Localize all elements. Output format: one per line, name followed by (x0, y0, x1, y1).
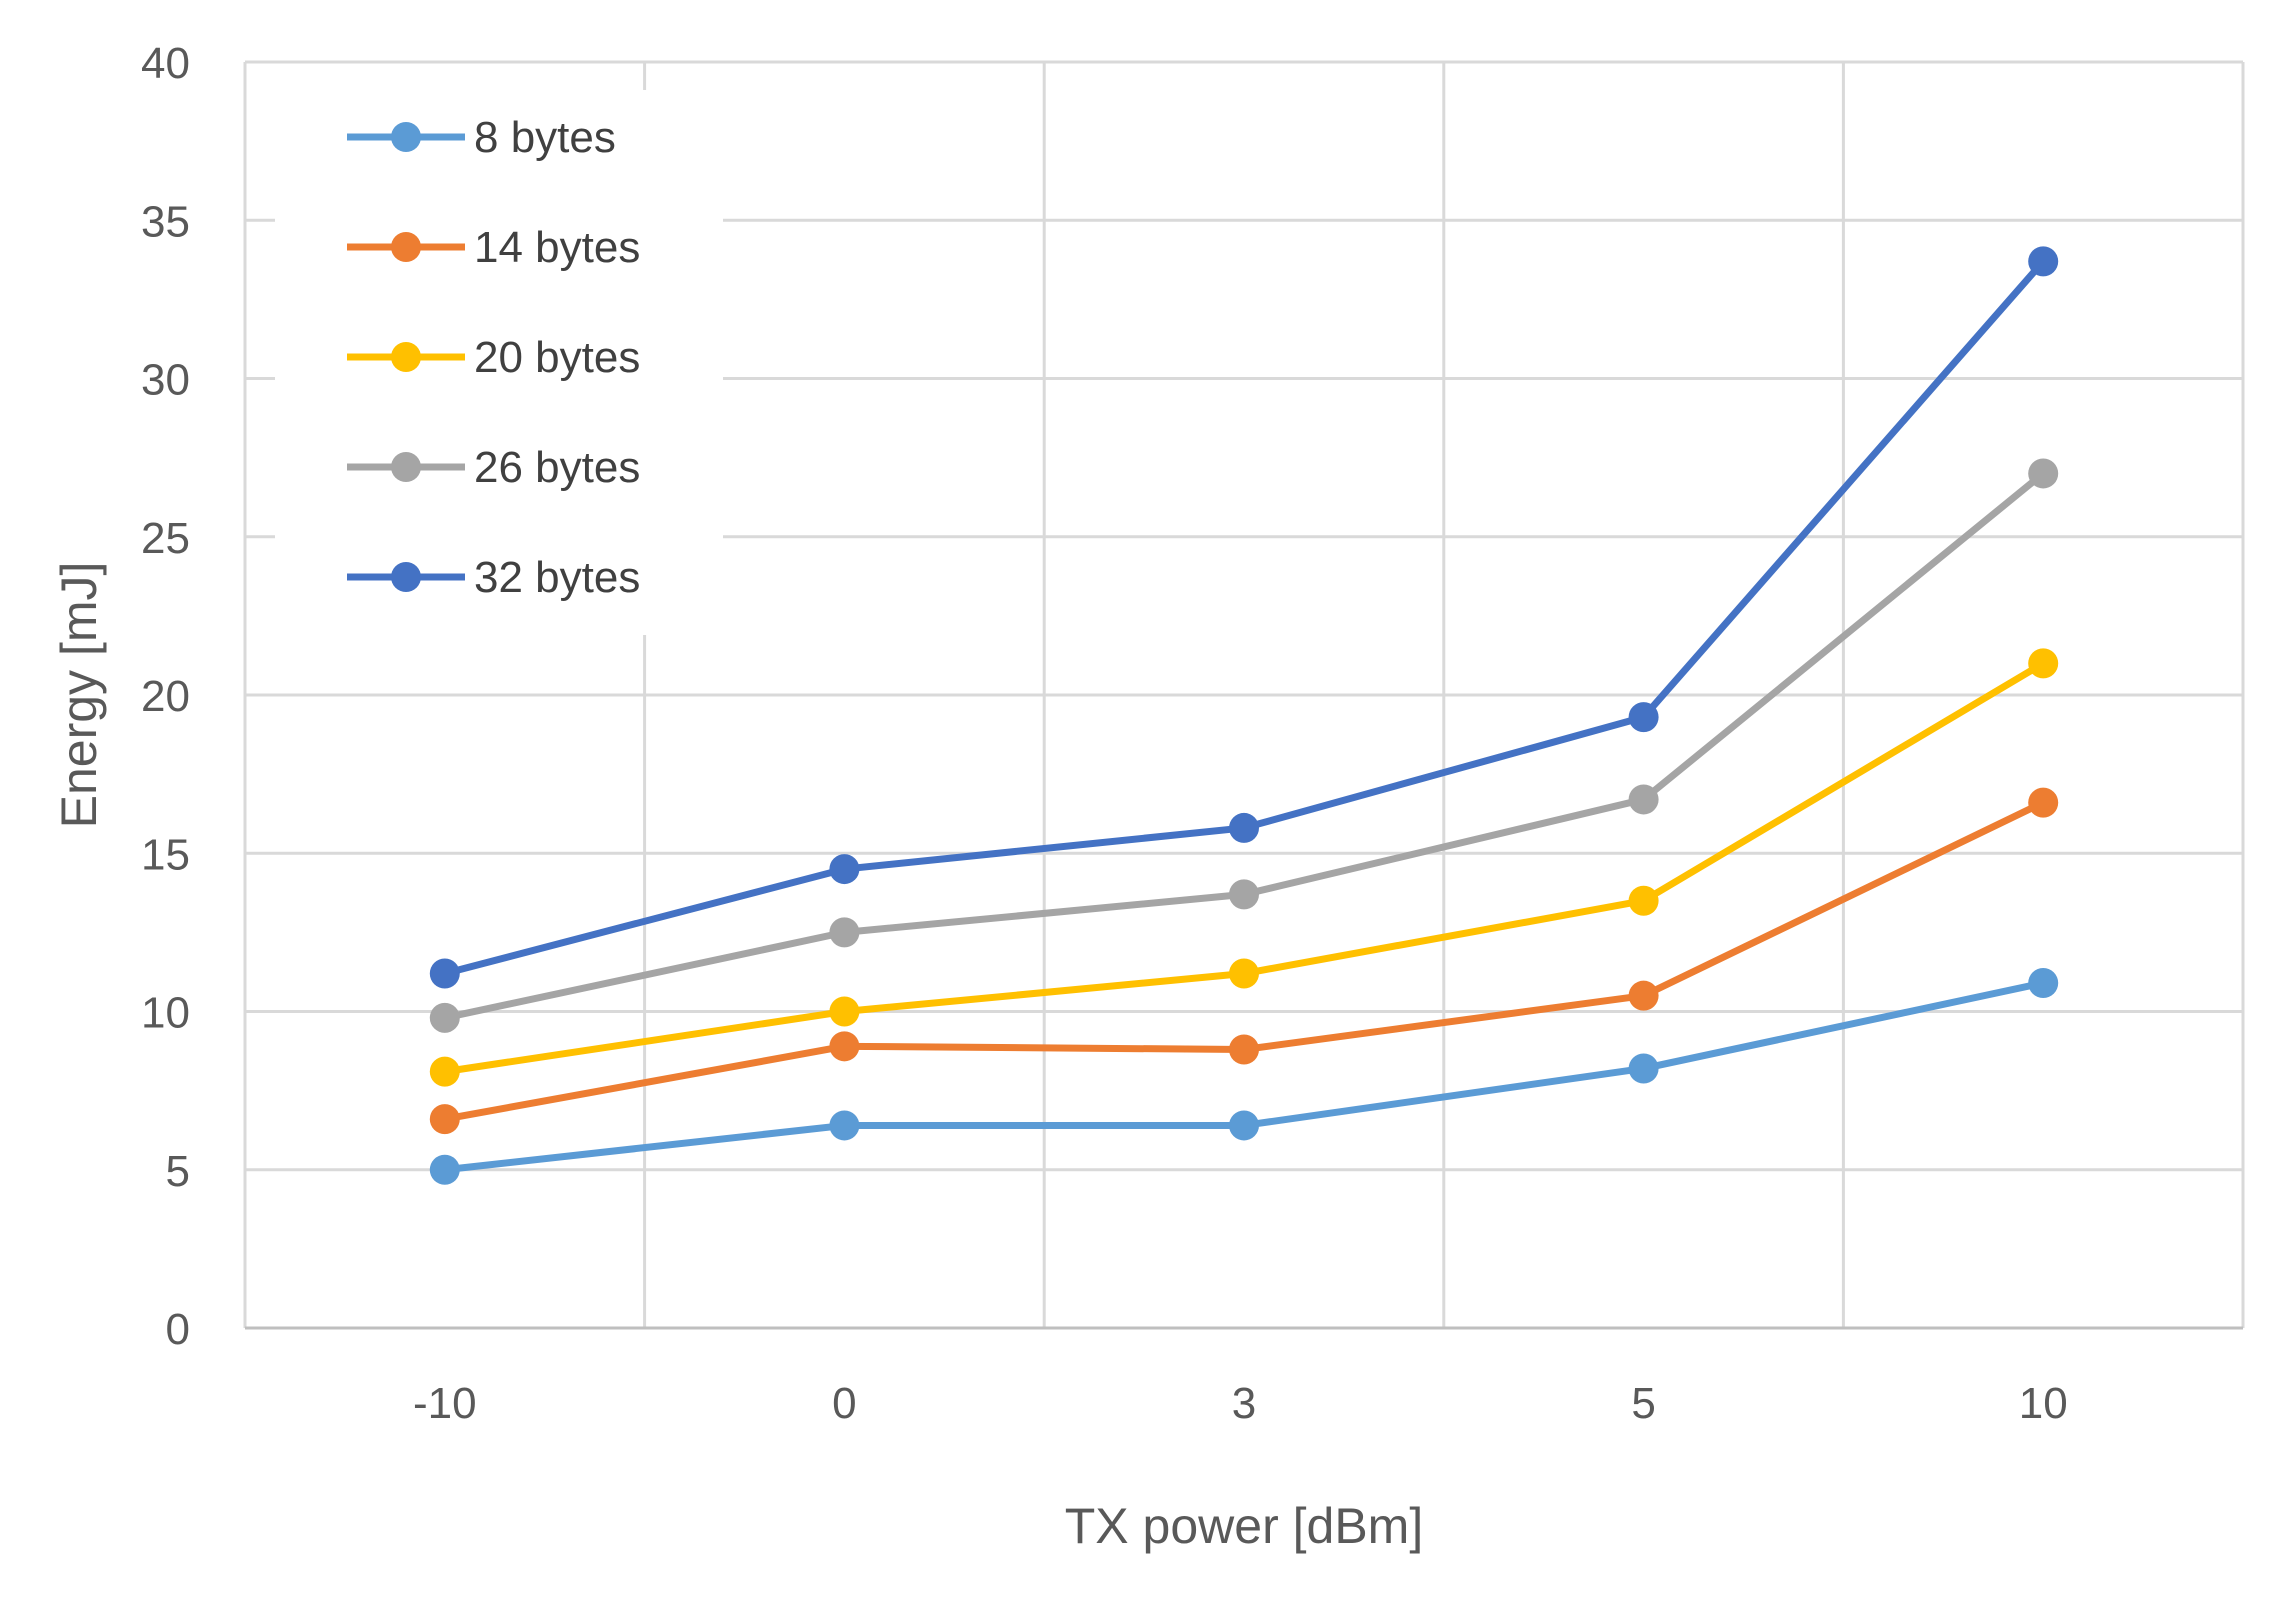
x-tick-label: 5 (1631, 1379, 1655, 1428)
legend-item: 26 bytes (347, 443, 640, 492)
y-tick-label: 30 (141, 356, 190, 405)
series-layer (429, 246, 2059, 1185)
data-point (829, 854, 860, 885)
legend-marker (391, 122, 421, 152)
data-point (829, 1031, 860, 1062)
y-tick-label: 15 (141, 830, 190, 879)
legend-label: 20 bytes (474, 333, 640, 382)
data-point (829, 917, 860, 948)
series-20-bytes (429, 648, 2059, 1087)
data-point (429, 1002, 460, 1033)
data-point (1229, 958, 1259, 989)
y-tick-label: 25 (141, 514, 190, 563)
data-point (1628, 885, 1659, 916)
data-point (2028, 968, 2059, 999)
data-point (829, 996, 860, 1027)
y-tick-label: 40 (141, 39, 190, 88)
x-tick-label: 10 (2019, 1379, 2068, 1428)
data-point (829, 1110, 860, 1141)
series-8-bytes (429, 968, 2059, 1185)
data-point (429, 958, 460, 989)
legend-box (275, 90, 723, 635)
data-point (429, 1154, 460, 1185)
legend-marker (391, 342, 421, 372)
data-point (1229, 812, 1259, 843)
legend-background (275, 90, 723, 635)
y-tick-label: 10 (141, 989, 190, 1038)
y-tick-label: 20 (141, 672, 190, 721)
data-point (1229, 1034, 1259, 1065)
data-point (1229, 879, 1259, 910)
legend-item: 14 bytes (347, 223, 640, 272)
y-tick-label: 35 (141, 197, 190, 246)
legend: 8 bytes 14 bytes 20 bytes 26 bytes 32 bytes (347, 113, 640, 602)
data-point (1229, 1110, 1259, 1141)
data-point (1628, 702, 1659, 733)
x-tick-label: -10 (413, 1379, 477, 1428)
legend-marker (391, 232, 421, 262)
data-point (429, 1056, 460, 1087)
data-point (1628, 1053, 1659, 1084)
data-point (2028, 246, 2059, 277)
data-point (2028, 648, 2059, 679)
x-tick-label: 3 (1232, 1379, 1256, 1428)
legend-label: 26 bytes (474, 443, 640, 492)
y-tick-label: 5 (166, 1147, 190, 1196)
y-axis-label: Energy [mJ] (51, 562, 107, 829)
data-point (1628, 784, 1659, 815)
legend-item: 32 bytes (347, 553, 640, 602)
series-26-bytes (429, 458, 2059, 1033)
series-14-bytes (429, 787, 2059, 1135)
legend-marker (391, 562, 421, 592)
legend-item: 8 bytes (347, 113, 616, 162)
legend-label: 14 bytes (474, 223, 640, 272)
gridlines (243, 60, 2245, 1328)
data-point (1628, 980, 1659, 1011)
legend-label: 32 bytes (474, 553, 640, 602)
x-tick-label: 0 (832, 1379, 856, 1428)
series-32-bytes (429, 246, 2059, 989)
legend-label: 8 bytes (474, 113, 616, 162)
data-point (2028, 787, 2059, 818)
legend-marker (391, 452, 421, 482)
legend-item: 20 bytes (347, 333, 640, 382)
data-point (429, 1104, 460, 1135)
data-point (2028, 458, 2059, 489)
y-tick-label: 0 (166, 1305, 190, 1354)
x-axis-label: TX power [dBm] (1065, 1498, 1423, 1554)
